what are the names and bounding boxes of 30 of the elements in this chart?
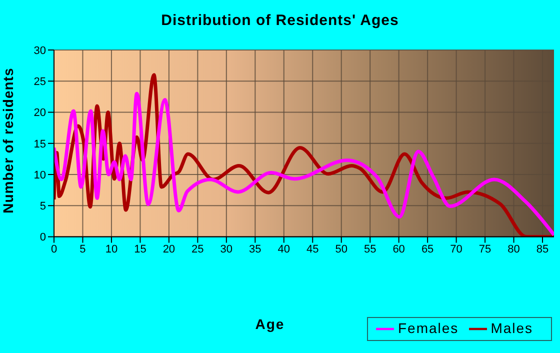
chart-title: Distribution of Residents' Ages (160, 12, 400, 29)
x-tick-label: 75 (478, 244, 492, 256)
x-tick-label: 5 (80, 244, 86, 256)
y-axis-title: Number of residents (0, 68, 16, 214)
x-tick-label: 30 (220, 244, 233, 256)
x-tick-label: 20 (162, 244, 176, 256)
x-tick-label: 45 (306, 244, 319, 256)
x-tick-label: 35 (249, 244, 262, 256)
x-tick-label: 40 (278, 244, 290, 256)
x-tick-label: 70 (450, 244, 462, 256)
x-axis-title: Age (254, 316, 286, 332)
x-tick-label: 65 (421, 244, 434, 256)
y-tick-label: 10 (34, 169, 46, 182)
x-tick-label: 15 (134, 244, 146, 256)
y-tick-label: 15 (34, 138, 46, 150)
x-tick-label: 60 (392, 244, 405, 256)
legend-label: Females (398, 320, 459, 336)
y-tick-label: 20 (34, 107, 46, 120)
y-tick-label: 5 (40, 200, 46, 213)
y-tick-label: 0 (40, 232, 46, 244)
x-tick-label: 10 (105, 244, 118, 256)
y-tick-label: 30 (34, 44, 46, 57)
x-tick-label: 0 (50, 244, 58, 256)
legend-label: Males (490, 320, 534, 336)
x-tick-label: 50 (335, 244, 348, 256)
x-tick-label: 80 (508, 244, 520, 256)
y-tick-label: 25 (34, 76, 46, 88)
x-tick-label: 85 (536, 244, 549, 256)
x-tick-label: 55 (364, 244, 376, 256)
x-tick-label: 25 (192, 244, 204, 256)
